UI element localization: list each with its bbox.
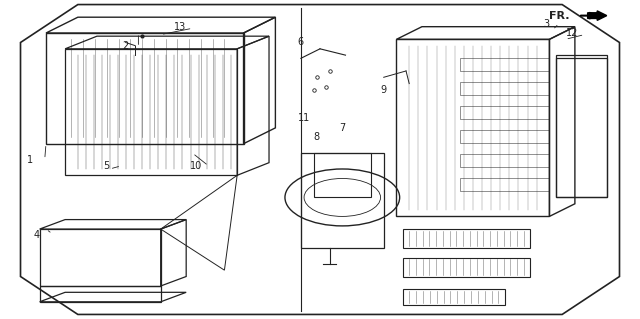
Text: 1: 1 xyxy=(27,154,33,165)
Text: 10: 10 xyxy=(189,161,202,171)
Text: FR.: FR. xyxy=(548,11,569,21)
Text: 7: 7 xyxy=(339,123,346,133)
Text: 11: 11 xyxy=(298,113,310,123)
Text: 8: 8 xyxy=(314,132,320,142)
Text: 2: 2 xyxy=(122,41,129,51)
Text: 3: 3 xyxy=(543,19,549,28)
Text: 9: 9 xyxy=(381,85,387,95)
Text: 13: 13 xyxy=(173,22,186,32)
Text: 4: 4 xyxy=(33,230,40,241)
FancyArrow shape xyxy=(588,11,607,20)
Text: 5: 5 xyxy=(104,161,109,171)
Text: 6: 6 xyxy=(298,38,304,48)
Text: 12: 12 xyxy=(566,28,578,38)
